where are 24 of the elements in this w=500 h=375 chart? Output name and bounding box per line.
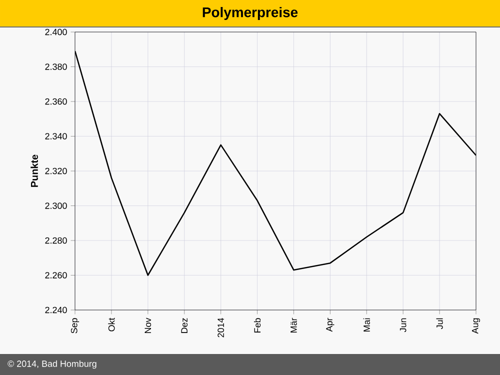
text: © 2014, Bad Homburg bbox=[8, 360, 96, 369]
x-tick-label: 2014 bbox=[218, 318, 224, 338]
y-tick-label: 2.240 bbox=[45, 306, 67, 314]
x-tick-label: Sep bbox=[70, 318, 80, 334]
x-tick-label: Okt bbox=[108, 318, 115, 332]
x-tick-label: Nov bbox=[144, 318, 152, 333]
chart-title: Polymerpreise bbox=[202, 6, 298, 20]
y-axis-title: Punkte bbox=[30, 154, 38, 187]
x-tick-label: Aug bbox=[472, 318, 480, 334]
x-tick-label: Feb bbox=[254, 318, 261, 332]
x-tick-label: Apr bbox=[326, 318, 334, 332]
y-tick-label: 2.400 bbox=[45, 28, 67, 36]
x-tick-label: Jun bbox=[400, 318, 406, 332]
y-tick-label: 2.280 bbox=[45, 237, 67, 244]
y-tick-label: 2.380 bbox=[45, 64, 67, 70]
y-tick-label: 2.320 bbox=[45, 168, 67, 174]
y-tick-label: 2.340 bbox=[45, 133, 67, 140]
x-tick-label: Mai bbox=[363, 318, 370, 332]
x-tick-label: Jul bbox=[436, 318, 443, 330]
y-tick-label: 2.360 bbox=[45, 98, 67, 105]
y-tick-label: 2.300 bbox=[45, 202, 67, 209]
x-tick-label: Mär bbox=[290, 318, 297, 332]
x-tick-label: Dez bbox=[181, 318, 188, 333]
y-tick-label: 2.260 bbox=[45, 272, 67, 278]
